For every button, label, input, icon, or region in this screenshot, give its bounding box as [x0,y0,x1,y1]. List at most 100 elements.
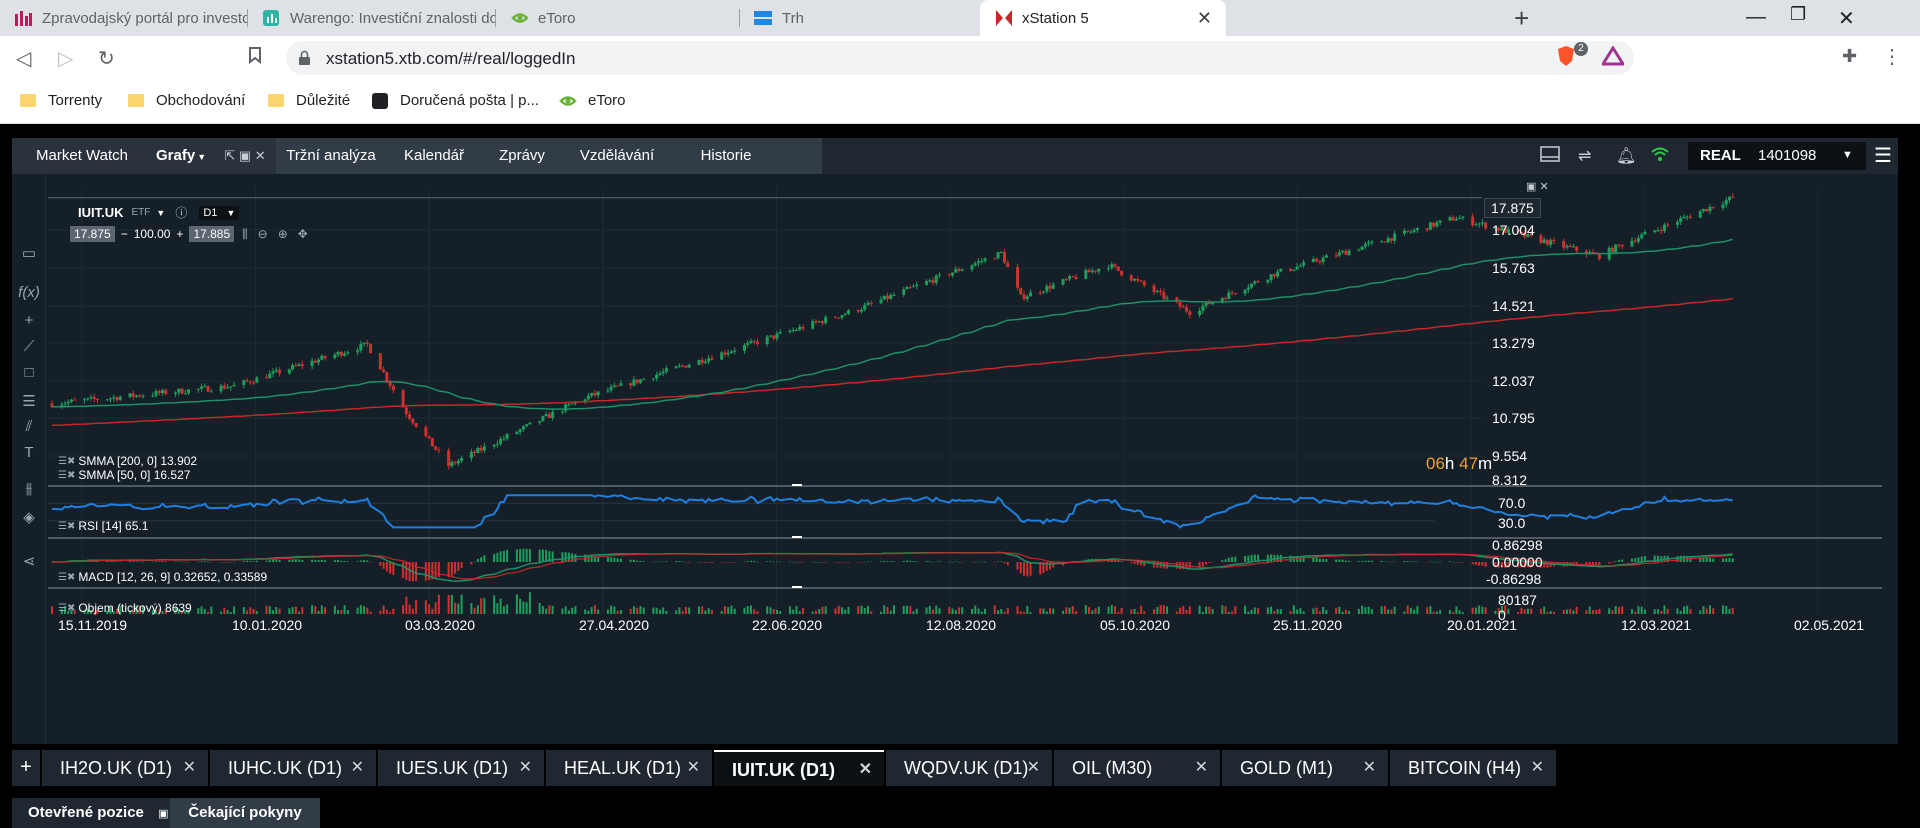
nav-education[interactable]: Vzdělávání [579,147,655,164]
chart-tab[interactable]: OIL (M30) ✕ [1054,750,1220,786]
nav-market-watch[interactable]: Market Watch [12,138,152,174]
line-tool-icon[interactable]: ⟋ [23,338,35,355]
layers-icon[interactable]: ◈ [23,509,35,526]
back-icon[interactable]: ◁ [16,48,32,70]
indicator-label-smma50[interactable]: ☰✖ SMMA [50, 0] 16.527 [58,468,191,482]
minimize-icon[interactable]: — [1746,6,1766,28]
nav-news[interactable]: Zprávy [499,147,545,164]
nav-history[interactable]: Historie [700,147,752,164]
window-close-icon[interactable]: ✕ [1838,8,1855,30]
chart-type-icon[interactable]: ⫼ [242,226,248,241]
caret-down-icon[interactable]: ▼ [156,207,166,218]
price-chart[interactable] [12,174,1898,744]
popout-icon[interactable]: ⇱ [224,148,236,163]
indicator-fx-icon[interactable]: f(x) [18,284,40,301]
brave-rewards-icon[interactable] [1600,45,1626,71]
app-menu-icon[interactable]: ☰ [1874,145,1892,167]
maximize-panel-icon[interactable]: ▣ ✕ [158,808,169,820]
bookmark-inbox[interactable]: Doručená pošta | p... [372,92,539,109]
layout-icon[interactable] [1540,146,1560,167]
chart-tab[interactable]: IUES.UK (D1) ✕ [378,750,544,786]
chart-tab[interactable]: BITCOIN (H4) ✕ [1390,750,1556,786]
interval-selector[interactable]: D1 ▼ [199,205,240,220]
browser-tab-warengo[interactable]: Warengo: Investiční znalosti dostupné [248,0,496,36]
indicator-label-rsi[interactable]: ☰✖ RSI [14] 65.1 [58,519,149,533]
indicator-label-volume[interactable]: ☰✖ Objem (tickový) 8639 [58,601,192,615]
share-icon[interactable]: ⋖ [22,553,36,570]
url-field[interactable]: xstation5.xtb.com/#/real/loggedIn [286,41,1634,75]
bookmark-icon[interactable] [248,46,262,70]
bookmark-obchodovani[interactable]: Obchodování [128,92,245,109]
plus-icon[interactable]: + [176,227,184,241]
info-icon[interactable]: ⓘ [175,206,188,220]
nav-charts[interactable]: Grafy ▼ [152,138,214,174]
bookmark-etoro[interactable]: eToro [558,92,626,109]
zoom-out-icon[interactable]: ⊖ [257,227,268,241]
indicator-settings-icon[interactable]: ☰✖ [58,571,76,583]
rectangle-tool-icon[interactable]: □ [24,364,34,381]
indicator-settings-icon[interactable]: ☰✖ [58,455,76,467]
tab-open-positions[interactable]: Otevřené pozice ▣ ✕ [12,798,170,828]
cursor-mode-icon[interactable]: ▭ [21,245,37,262]
indicator-settings-icon[interactable]: ☰✖ [58,520,76,532]
close-tab-icon[interactable]: ✕ [1196,8,1212,28]
macd-histogram-bar [1725,558,1728,562]
text-tool-icon[interactable]: T [24,444,34,461]
close-tab-icon[interactable]: ✕ [1362,759,1376,776]
close-tab-icon[interactable]: ✕ [686,759,700,776]
tab-pending-orders[interactable]: Čekající pokyny [170,798,320,828]
nav-market-analysis[interactable]: Tržní analýza [286,147,376,164]
crosshair-tool-icon[interactable]: + [24,312,34,329]
bid-price[interactable]: 17.875 [70,226,115,242]
close-tab-icon[interactable]: ✕ [858,761,872,778]
close-tab-icon[interactable]: ✕ [1530,759,1544,776]
close-tab-icon[interactable]: ✕ [1194,759,1208,776]
browser-tab-xstation[interactable]: xStation 5 ✕ [980,0,1226,36]
account-selector[interactable]: REAL 1401098 ▼ [1688,142,1866,170]
close-panel-icon[interactable]: ✕ [1539,181,1549,193]
brave-shield-icon[interactable] [1556,45,1576,72]
close-tab-icon[interactable]: ✕ [182,759,196,776]
forward-icon[interactable]: ▷ [58,48,74,70]
add-chart-tab-button[interactable]: + [12,750,40,786]
maximize-icon[interactable]: ▣ [238,148,252,163]
extensions-puzzle-icon[interactable]: ✚ [1842,46,1858,66]
reload-icon[interactable]: ↻ [98,48,115,70]
chart-tab[interactable]: GOLD (M1) ✕ [1222,750,1388,786]
chart-tab[interactable]: HEAL.UK (D1) ✕ [546,750,712,786]
notifications-bell-icon[interactable]: 🔔︎ [1616,148,1637,165]
close-tab-icon[interactable]: ✕ [350,759,364,776]
new-tab-button[interactable]: + [1514,3,1530,33]
indicator-label-smma200[interactable]: ☰✖ SMMA [200, 0] 13.902 [58,454,198,468]
chart-symbol[interactable]: IUIT.UK [78,205,124,220]
zoom-in-icon[interactable]: ⊕ [277,227,288,241]
indicator-label-macd[interactable]: ☰✖ MACD [12, 26, 9] 0.32652, 0.33589 [58,570,268,584]
indicator-settings-icon[interactable]: ☰✖ [58,602,76,614]
chart-tab[interactable]: IH2O.UK (D1) ✕ [42,750,208,786]
trade-volume[interactable]: 100.00 [133,227,171,241]
ask-price[interactable]: 17.885 [189,226,235,242]
browser-tab-patria[interactable]: Zpravodajský portál pro investory | Inv [0,0,248,36]
browser-tab-etoro[interactable]: eToro [496,0,740,36]
chart-tab-active[interactable]: IUIT.UK (D1) ✕ [714,750,884,786]
maximize-panel-icon[interactable]: ▣ [1526,181,1537,193]
nav-calendar[interactable]: Kalendář [403,147,465,164]
trade-icon[interactable]: ⇌ [1578,148,1592,165]
close-tab-icon[interactable]: ✕ [518,759,532,776]
minus-icon[interactable]: − [120,227,128,241]
browser-menu-icon[interactable]: ⋮ [1882,46,1902,68]
restore-icon[interactable]: ❐ [1790,4,1807,24]
bookmark-torrenty[interactable]: Torrenty [20,92,102,109]
indicators-settings-icon[interactable]: ⫵ [25,480,33,497]
indicator-settings-icon[interactable]: ☰✖ [58,469,76,481]
close-charts-icon[interactable]: ✕ [254,148,266,163]
pitchfork-tool-icon[interactable]: ⫽ [25,418,33,435]
close-tab-icon[interactable]: ✕ [1026,759,1040,776]
bookmark-dulezite[interactable]: Důležité [268,92,350,109]
chart-tab[interactable]: WQDV.UK (D1) ✕ [886,750,1052,786]
move-icon[interactable]: ✥ [297,227,308,241]
candle-down [1178,301,1182,307]
chart-tab[interactable]: IUHC.UK (D1) ✕ [210,750,376,786]
browser-tab-trh[interactable]: Trh [740,0,980,36]
fibonacci-tool-icon[interactable]: ☰ [22,393,36,410]
